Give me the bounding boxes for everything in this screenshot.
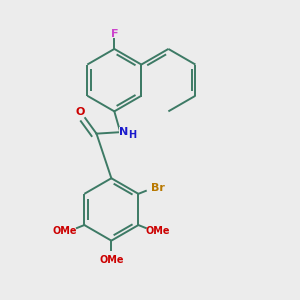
Text: H: H [128, 130, 136, 140]
Text: F: F [111, 29, 118, 39]
Text: O: O [76, 107, 85, 117]
Text: Br: Br [151, 184, 165, 194]
Text: N: N [118, 127, 128, 137]
Text: OMe: OMe [99, 255, 124, 265]
Text: OMe: OMe [146, 226, 170, 236]
Text: OMe: OMe [53, 226, 77, 236]
